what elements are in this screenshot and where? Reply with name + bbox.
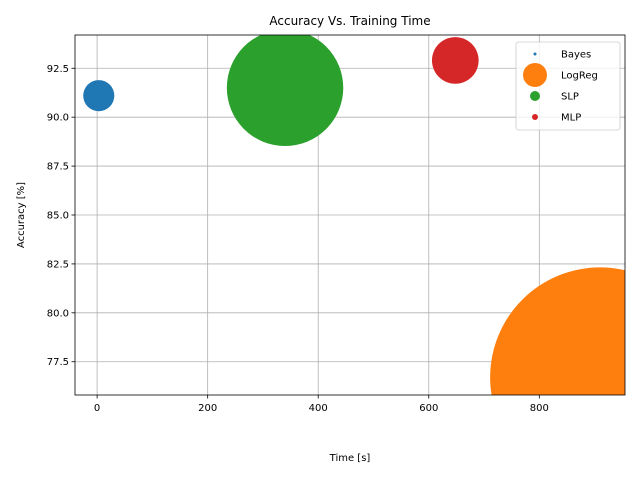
x-tick-label: 0 xyxy=(94,403,100,414)
legend-box xyxy=(515,41,621,131)
y-tick-label: 80.0 xyxy=(47,308,69,319)
y-tick-label: 90.0 xyxy=(47,113,69,124)
x-tick-label: 800 xyxy=(530,403,549,414)
legend-label-mlp: MLP xyxy=(561,113,581,124)
x-tick-label: 600 xyxy=(419,403,438,414)
data-points xyxy=(83,35,625,395)
point-slp xyxy=(226,35,344,147)
y-tick-label: 87.5 xyxy=(47,162,69,173)
axis-ticks: 0 200 400 600 800 77.5 80.0 82.5 85.0 87.5 90.0 92.… xyxy=(47,64,549,414)
legend-marker-logreg xyxy=(523,63,547,87)
y-axis-label: Accuracy [%] xyxy=(16,182,27,248)
legend-marker-bayes xyxy=(533,52,537,56)
chart-title: Accuracy Vs. Training Time xyxy=(269,14,430,28)
y-tick-label: 92.5 xyxy=(47,64,69,75)
y-tick-label: 77.5 xyxy=(47,357,69,368)
legend-label-logreg: LogReg xyxy=(561,71,598,82)
x-tick-label: 400 xyxy=(309,403,328,414)
y-tick-label: 82.5 xyxy=(47,259,69,270)
legend-marker-slp xyxy=(530,91,540,101)
x-tick-label: 200 xyxy=(198,403,217,414)
legend-label-slp: SLP xyxy=(561,92,579,103)
legend: Bayes LogReg SLP MLP xyxy=(515,41,621,131)
legend-marker-mlp xyxy=(532,114,538,120)
point-bayes xyxy=(83,80,115,112)
point-mlp xyxy=(431,37,479,84)
x-axis-label: Time [s] xyxy=(329,453,371,464)
y-tick-label: 85.0 xyxy=(47,211,69,222)
legend-label-bayes: Bayes xyxy=(561,50,591,61)
point-logreg xyxy=(490,267,625,395)
